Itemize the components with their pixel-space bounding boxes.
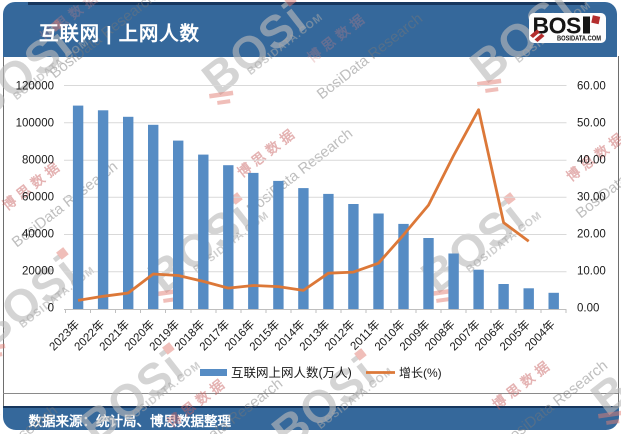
svg-text:60000: 60000 — [22, 191, 54, 203]
svg-text:互联网上网人数(万人): 互联网上网人数(万人) — [231, 365, 352, 380]
svg-text:50.00: 50.00 — [577, 117, 606, 129]
svg-text:20000: 20000 — [22, 265, 54, 277]
svg-text:BOS: BOS — [532, 13, 581, 39]
svg-text:0.00: 0.00 — [577, 302, 599, 314]
svg-text:10.00: 10.00 — [577, 265, 606, 277]
svg-text:80000: 80000 — [22, 154, 54, 166]
svg-text:0: 0 — [48, 302, 54, 314]
svg-text:40.00: 40.00 — [577, 154, 606, 166]
svg-text:120000: 120000 — [16, 80, 54, 92]
svg-text:40000: 40000 — [22, 228, 54, 240]
svg-text:20.00: 20.00 — [577, 228, 606, 240]
svg-text:60.00: 60.00 — [577, 80, 606, 92]
svg-text:100000: 100000 — [16, 117, 54, 129]
svg-text:增长(%): 增长(%) — [399, 366, 442, 380]
svg-text:BOSIDATA.COM: BOSIDATA.COM — [557, 33, 601, 42]
svg-text:30.00: 30.00 — [577, 191, 606, 203]
